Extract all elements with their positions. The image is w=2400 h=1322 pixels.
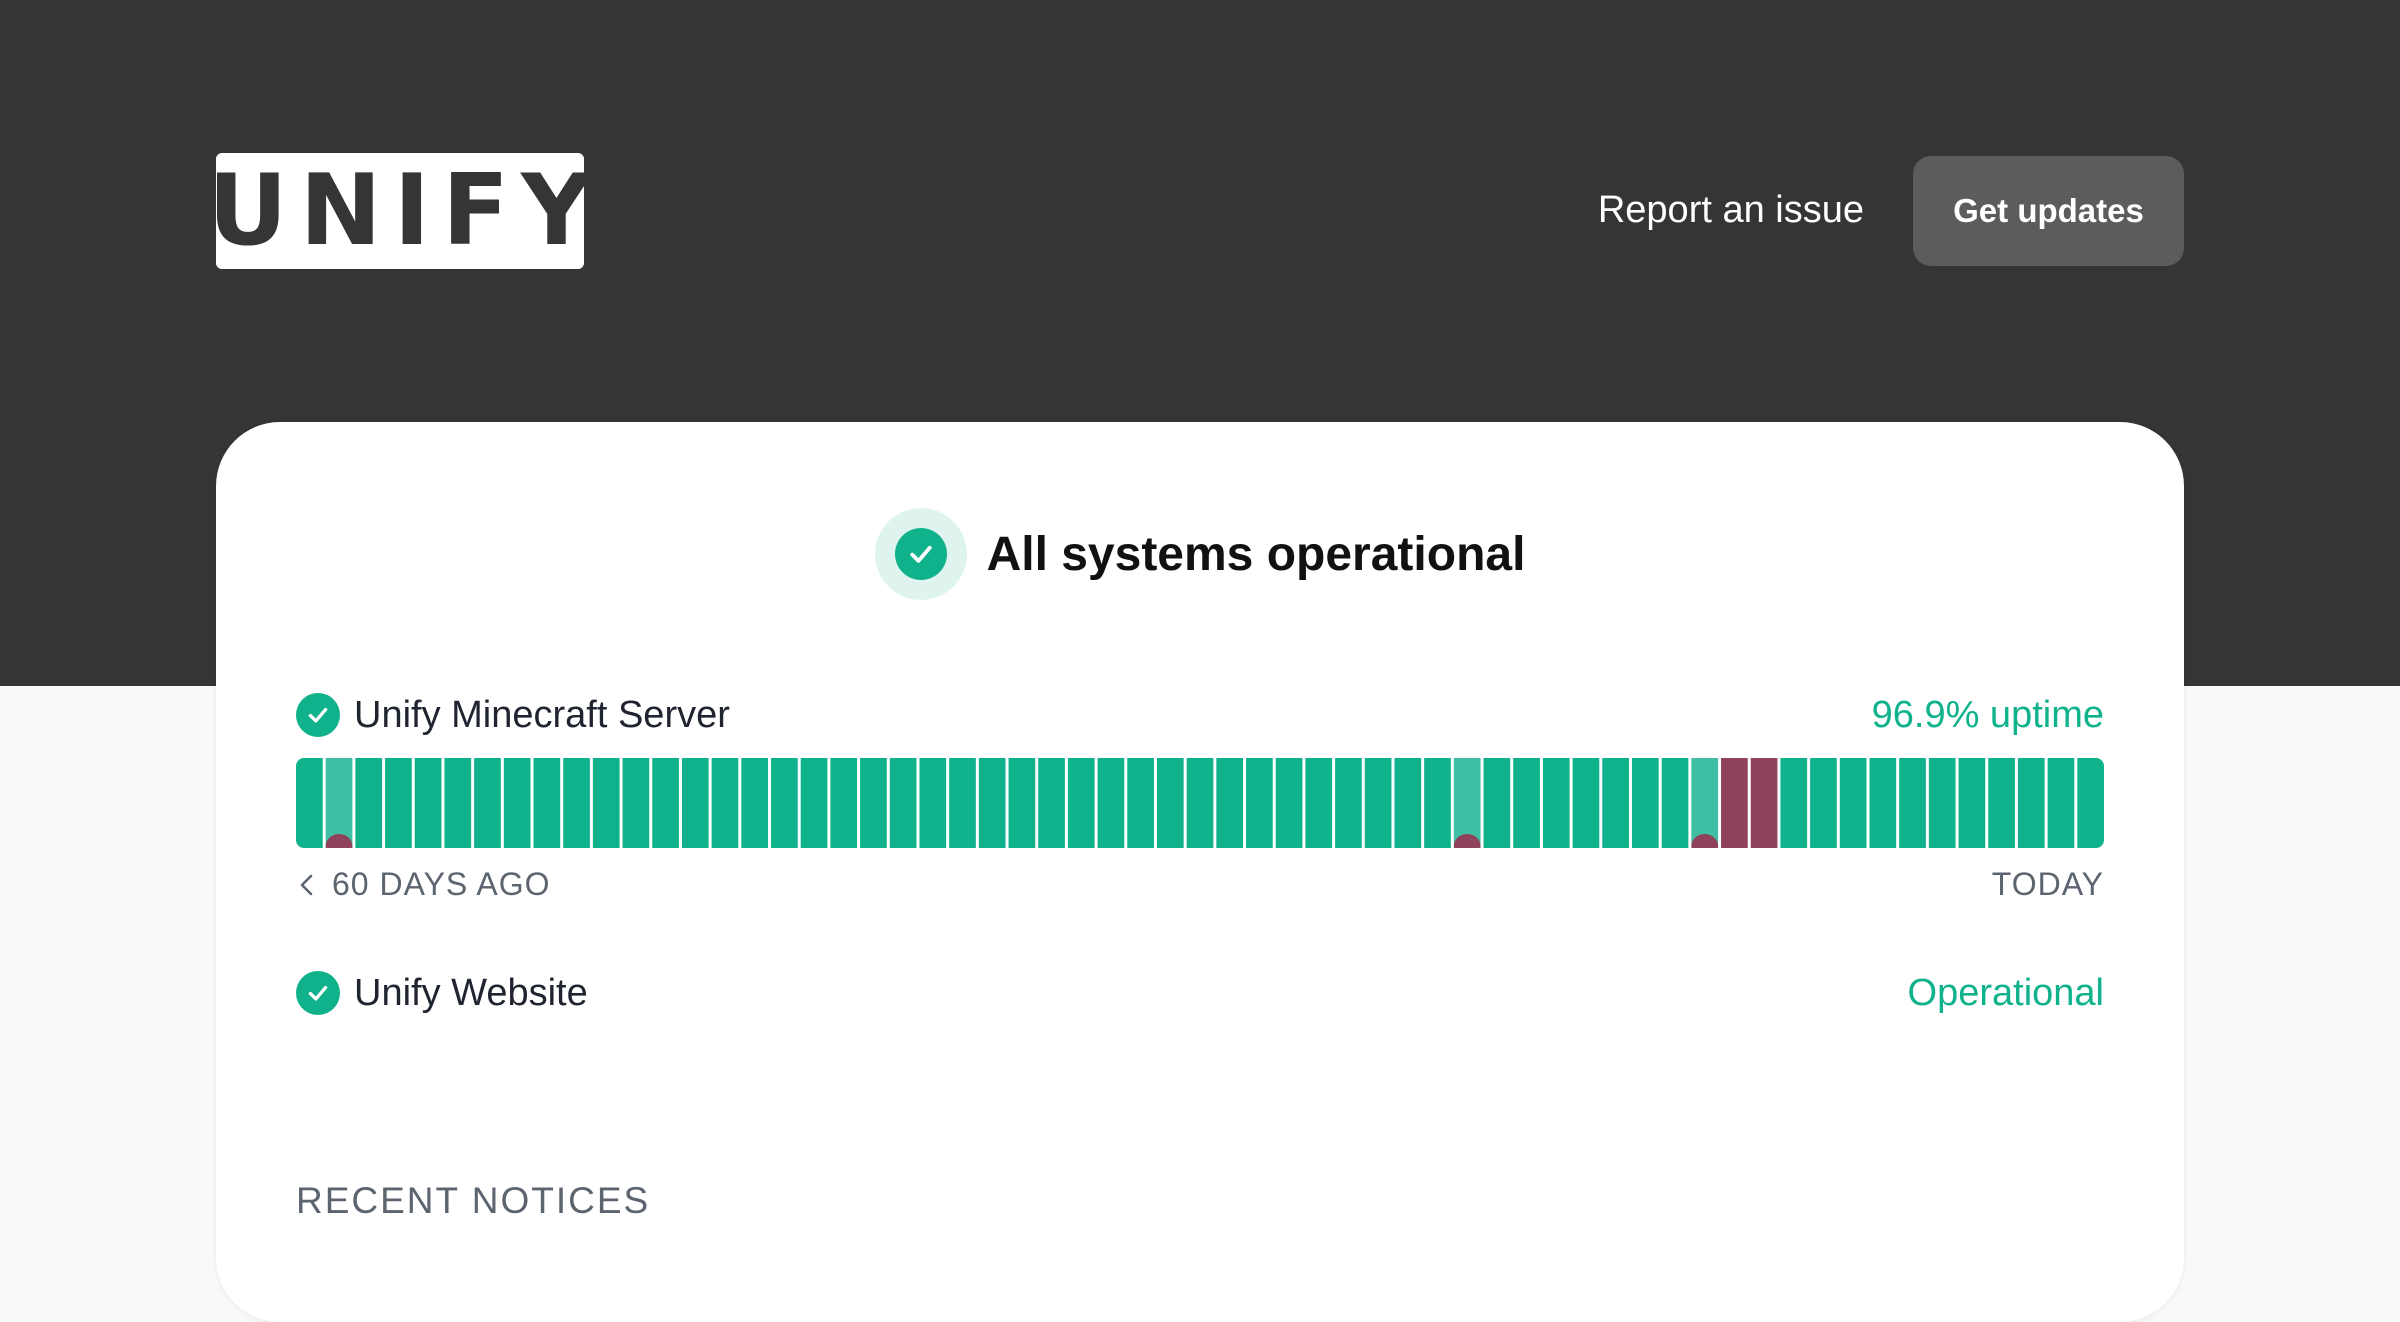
uptime-day-segment[interactable] (1008, 758, 1036, 848)
component-row-website[interactable]: Unify Website Operational (296, 968, 2104, 1018)
component-status: Operational (1907, 972, 2104, 1014)
overall-status: All systems operational (216, 508, 2184, 600)
uptime-day-segment[interactable] (1364, 758, 1392, 848)
uptime-day-segment[interactable] (652, 758, 679, 848)
uptime-day-segment[interactable] (1750, 758, 1778, 848)
uptime-day-segment[interactable] (2077, 758, 2104, 848)
uptime-day-segment[interactable] (1780, 758, 1808, 848)
uptime-day-segment[interactable] (1097, 758, 1125, 848)
logo-text: UNIFY (208, 154, 604, 268)
incident-marker (1453, 834, 1481, 848)
uptime-day-segment[interactable] (1038, 758, 1065, 848)
uptime-day-segment[interactable] (1483, 758, 1511, 848)
uptime-day-segment[interactable] (563, 758, 590, 848)
uptime-day-segment[interactable] (681, 758, 709, 848)
uptime-day-segment[interactable] (325, 758, 353, 848)
unify-logo[interactable]: UNIFY (208, 153, 592, 269)
uptime-day-segment[interactable] (771, 758, 798, 848)
uptime-day-segment[interactable] (830, 758, 858, 848)
uptime-day-segment[interactable] (1631, 758, 1659, 848)
uptime-percentage: 96.9% uptime (1871, 694, 2104, 736)
report-issue-link[interactable]: Report an issue (1597, 189, 1864, 231)
uptime-day-segment[interactable] (622, 758, 650, 848)
component-name: Unify Website (354, 971, 588, 1014)
recent-notices-heading: RECENT NOTICES (296, 1180, 651, 1221)
overall-status-text: All systems operational (986, 527, 1526, 581)
bar-end-label: TODAY (1991, 866, 2104, 902)
uptime-day-segment[interactable] (1246, 758, 1273, 848)
component-check-icon (296, 971, 340, 1015)
uptime-day-segment[interactable] (1513, 758, 1540, 848)
uptime-day-segment[interactable] (1067, 758, 1095, 848)
uptime-day-segment[interactable] (1156, 758, 1184, 848)
status-check-icon (874, 508, 967, 600)
uptime-day-segment[interactable] (1988, 758, 2015, 848)
uptime-day-segment[interactable] (1572, 758, 1600, 848)
uptime-day-segment[interactable] (1275, 758, 1303, 848)
bar-start-text: 60 DAYS AGO (332, 866, 551, 902)
uptime-day-segment[interactable] (1216, 758, 1244, 848)
uptime-day-segment[interactable] (1542, 758, 1570, 848)
uptime-day-segment[interactable] (2017, 758, 2045, 848)
uptime-day-segment[interactable] (355, 758, 383, 848)
uptime-day-segment[interactable] (800, 758, 828, 848)
uptime-day-segment[interactable] (1810, 758, 1837, 848)
uptime-day-segment[interactable] (1958, 758, 1986, 848)
chevron-left-icon (300, 874, 313, 896)
uptime-day-segment[interactable] (1127, 758, 1154, 848)
uptime-day-segment[interactable] (1453, 758, 1481, 848)
uptime-day-segment[interactable] (1928, 758, 1956, 848)
uptime-day-segment[interactable] (385, 758, 412, 848)
component-name: Unify Minecraft Server (354, 693, 730, 736)
uptime-day-segment[interactable] (1424, 758, 1451, 848)
get-updates-button[interactable]: Get updates (1913, 156, 2184, 266)
uptime-day-segment[interactable] (1721, 758, 1748, 848)
uptime-day-segment[interactable] (1394, 758, 1422, 848)
uptime-day-segment[interactable] (592, 758, 620, 848)
uptime-day-segment[interactable] (2047, 758, 2075, 848)
uptime-day-segment[interactable] (1869, 758, 1897, 848)
uptime-day-segment[interactable] (533, 758, 561, 848)
uptime-day-segment[interactable] (1602, 758, 1629, 848)
uptime-day-segment[interactable] (414, 758, 442, 848)
uptime-day-segment[interactable] (1335, 758, 1362, 848)
uptime-day-segment[interactable] (711, 758, 739, 848)
uptime-day-segment[interactable] (949, 758, 976, 848)
component-check-icon (296, 693, 340, 737)
uptime-bar (296, 758, 2104, 848)
uptime-day-segment[interactable] (1899, 758, 1926, 848)
uptime-day-segment[interactable] (444, 758, 472, 848)
uptime-day-segment[interactable] (503, 758, 531, 848)
uptime-day-segment[interactable] (1691, 758, 1719, 848)
bar-start-label: 60 DAYS AGO (296, 864, 551, 904)
uptime-day-segment[interactable] (889, 758, 917, 848)
incident-marker (1691, 834, 1719, 848)
uptime-day-segment[interactable] (919, 758, 947, 848)
incident-marker (325, 834, 353, 848)
uptime-day-segment[interactable] (741, 758, 769, 848)
uptime-day-segment[interactable] (296, 758, 323, 848)
uptime-day-segment[interactable] (860, 758, 887, 848)
uptime-day-segment[interactable] (1186, 758, 1214, 848)
uptime-day-segment[interactable] (1305, 758, 1333, 848)
status-card: All systems operational Unify Minecraft … (216, 422, 2184, 1322)
uptime-day-segment[interactable] (1661, 758, 1689, 848)
uptime-day-segment[interactable] (978, 758, 1006, 848)
component-row-minecraft[interactable]: Unify Minecraft Server 96.9% uptime (296, 690, 2104, 740)
uptime-day-segment[interactable] (1839, 758, 1867, 848)
uptime-day-segment[interactable] (474, 758, 501, 848)
